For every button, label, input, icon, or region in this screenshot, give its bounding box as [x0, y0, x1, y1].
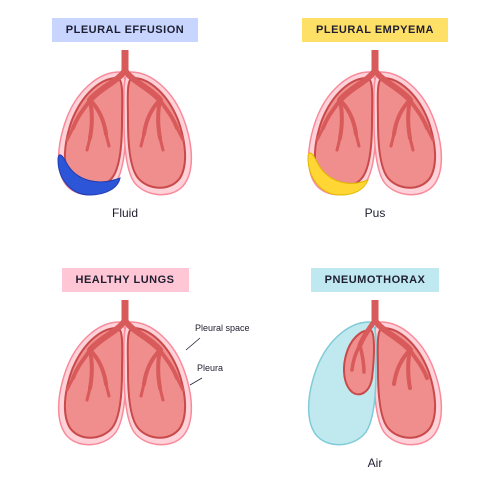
- lungs-pneumothorax: [290, 300, 460, 450]
- annot-pleural-space: Pleural space: [195, 324, 250, 334]
- caption-empyema: Pus: [365, 206, 386, 220]
- title-pneumothorax: PNEUMOTHORAX: [311, 268, 440, 292]
- infographic-grid: PLEURAL EFFUSION Fluid PLEURAL EMPYEMA P…: [0, 0, 500, 500]
- lungs-healthy: [40, 300, 210, 450]
- panel-pneumothorax: PNEUMOTHORAX Air: [250, 250, 500, 500]
- title-effusion: PLEURAL EFFUSION: [52, 18, 198, 42]
- panel-effusion: PLEURAL EFFUSION Fluid: [0, 0, 250, 250]
- annot-pleura: Pleura: [197, 364, 223, 374]
- panel-empyema: PLEURAL EMPYEMA Pus: [250, 0, 500, 250]
- title-empyema: PLEURAL EMPYEMA: [302, 18, 448, 42]
- panel-healthy: HEALTHY LUNGS Pleural space Pleura: [0, 250, 250, 500]
- lungs-effusion: [40, 50, 210, 200]
- caption-effusion: Fluid: [112, 206, 138, 220]
- caption-pneumothorax: Air: [368, 456, 383, 470]
- lungs-empyema: [290, 50, 460, 200]
- title-healthy: HEALTHY LUNGS: [62, 268, 189, 292]
